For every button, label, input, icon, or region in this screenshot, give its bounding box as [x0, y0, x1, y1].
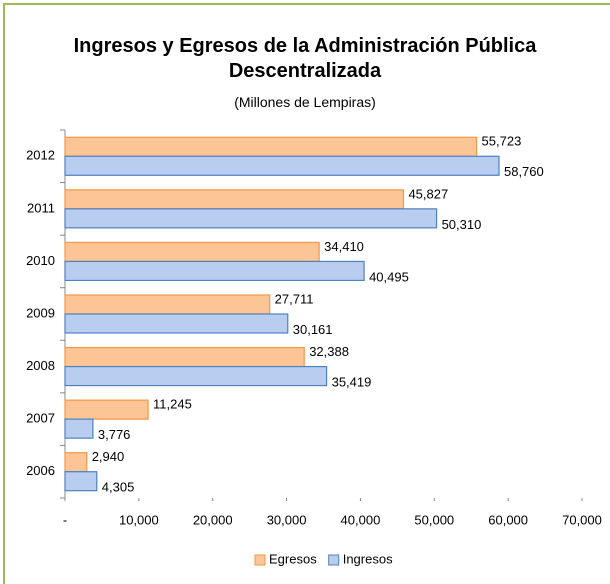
bar — [64, 136, 478, 157]
legend-swatch — [328, 554, 340, 566]
bar — [64, 155, 500, 176]
y-tick-label: 2011 — [27, 200, 55, 215]
value-label: 2,940 — [92, 449, 125, 464]
value-label: 55,723 — [482, 134, 522, 149]
bar — [64, 418, 94, 439]
x-tick-label: 30,000 — [267, 512, 307, 527]
value-label: 30,161 — [293, 322, 333, 337]
x-tick-label: 20,000 — [193, 512, 233, 527]
y-tick-label: 2009 — [26, 305, 55, 320]
chart-subtitle: (Millones de Lempiras) — [234, 94, 376, 110]
legend-swatch — [254, 554, 266, 566]
x-tick-label: - — [63, 512, 67, 527]
value-label: 40,495 — [369, 269, 409, 284]
y-tick-label: 2008 — [26, 358, 55, 373]
bar — [64, 471, 98, 492]
bar — [64, 294, 271, 315]
value-label: 45,827 — [408, 186, 448, 201]
legend-label: Ingresos — [343, 551, 393, 566]
value-label: 50,310 — [442, 217, 482, 232]
value-label: 3,776 — [98, 427, 131, 442]
legend-label: Egresos — [269, 551, 317, 566]
y-tick-label: 2010 — [26, 253, 55, 268]
value-label: 4,305 — [102, 480, 135, 495]
x-tick-label: 50,000 — [414, 512, 454, 527]
y-tick-label: 2012 — [26, 148, 55, 163]
frame — [3, 3, 610, 584]
bar — [64, 365, 328, 387]
x-tick-label: 60,000 — [488, 512, 528, 527]
chart-title: Ingresos y Egresos de la Administración … — [73, 35, 537, 82]
value-label: 32,388 — [309, 344, 349, 359]
bar — [64, 346, 305, 368]
x-tick-label: 70,000 — [562, 512, 602, 527]
bar — [64, 313, 289, 334]
y-tick-label: 2006 — [26, 463, 55, 478]
x-tick-label: 10,000 — [119, 512, 159, 527]
value-label: 58,760 — [504, 164, 544, 179]
x-tick-label: 40,000 — [341, 512, 381, 527]
bar — [64, 260, 365, 282]
value-label: 27,711 — [275, 291, 314, 306]
bar — [64, 399, 149, 420]
value-label: 11,245 — [153, 397, 192, 412]
bar — [64, 208, 438, 229]
bar — [64, 241, 320, 263]
value-label: 35,419 — [332, 375, 372, 390]
y-tick-label: 2007 — [26, 411, 55, 426]
bar — [64, 189, 405, 210]
bar — [64, 452, 88, 473]
value-label: 34,410 — [324, 239, 364, 254]
